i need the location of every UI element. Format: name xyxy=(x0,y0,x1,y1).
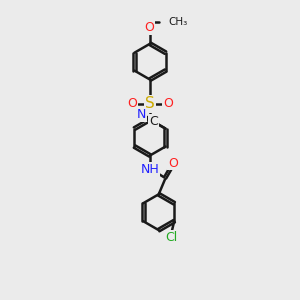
Text: S: S xyxy=(145,97,155,112)
Text: O: O xyxy=(127,98,137,110)
Text: Cl: Cl xyxy=(165,231,177,244)
Text: O: O xyxy=(168,157,178,169)
Text: C: C xyxy=(149,115,158,128)
Text: O: O xyxy=(144,21,154,34)
Text: N: N xyxy=(137,108,146,122)
Text: CH₃: CH₃ xyxy=(168,17,187,27)
Text: O: O xyxy=(163,98,173,110)
Text: NH: NH xyxy=(141,163,159,176)
